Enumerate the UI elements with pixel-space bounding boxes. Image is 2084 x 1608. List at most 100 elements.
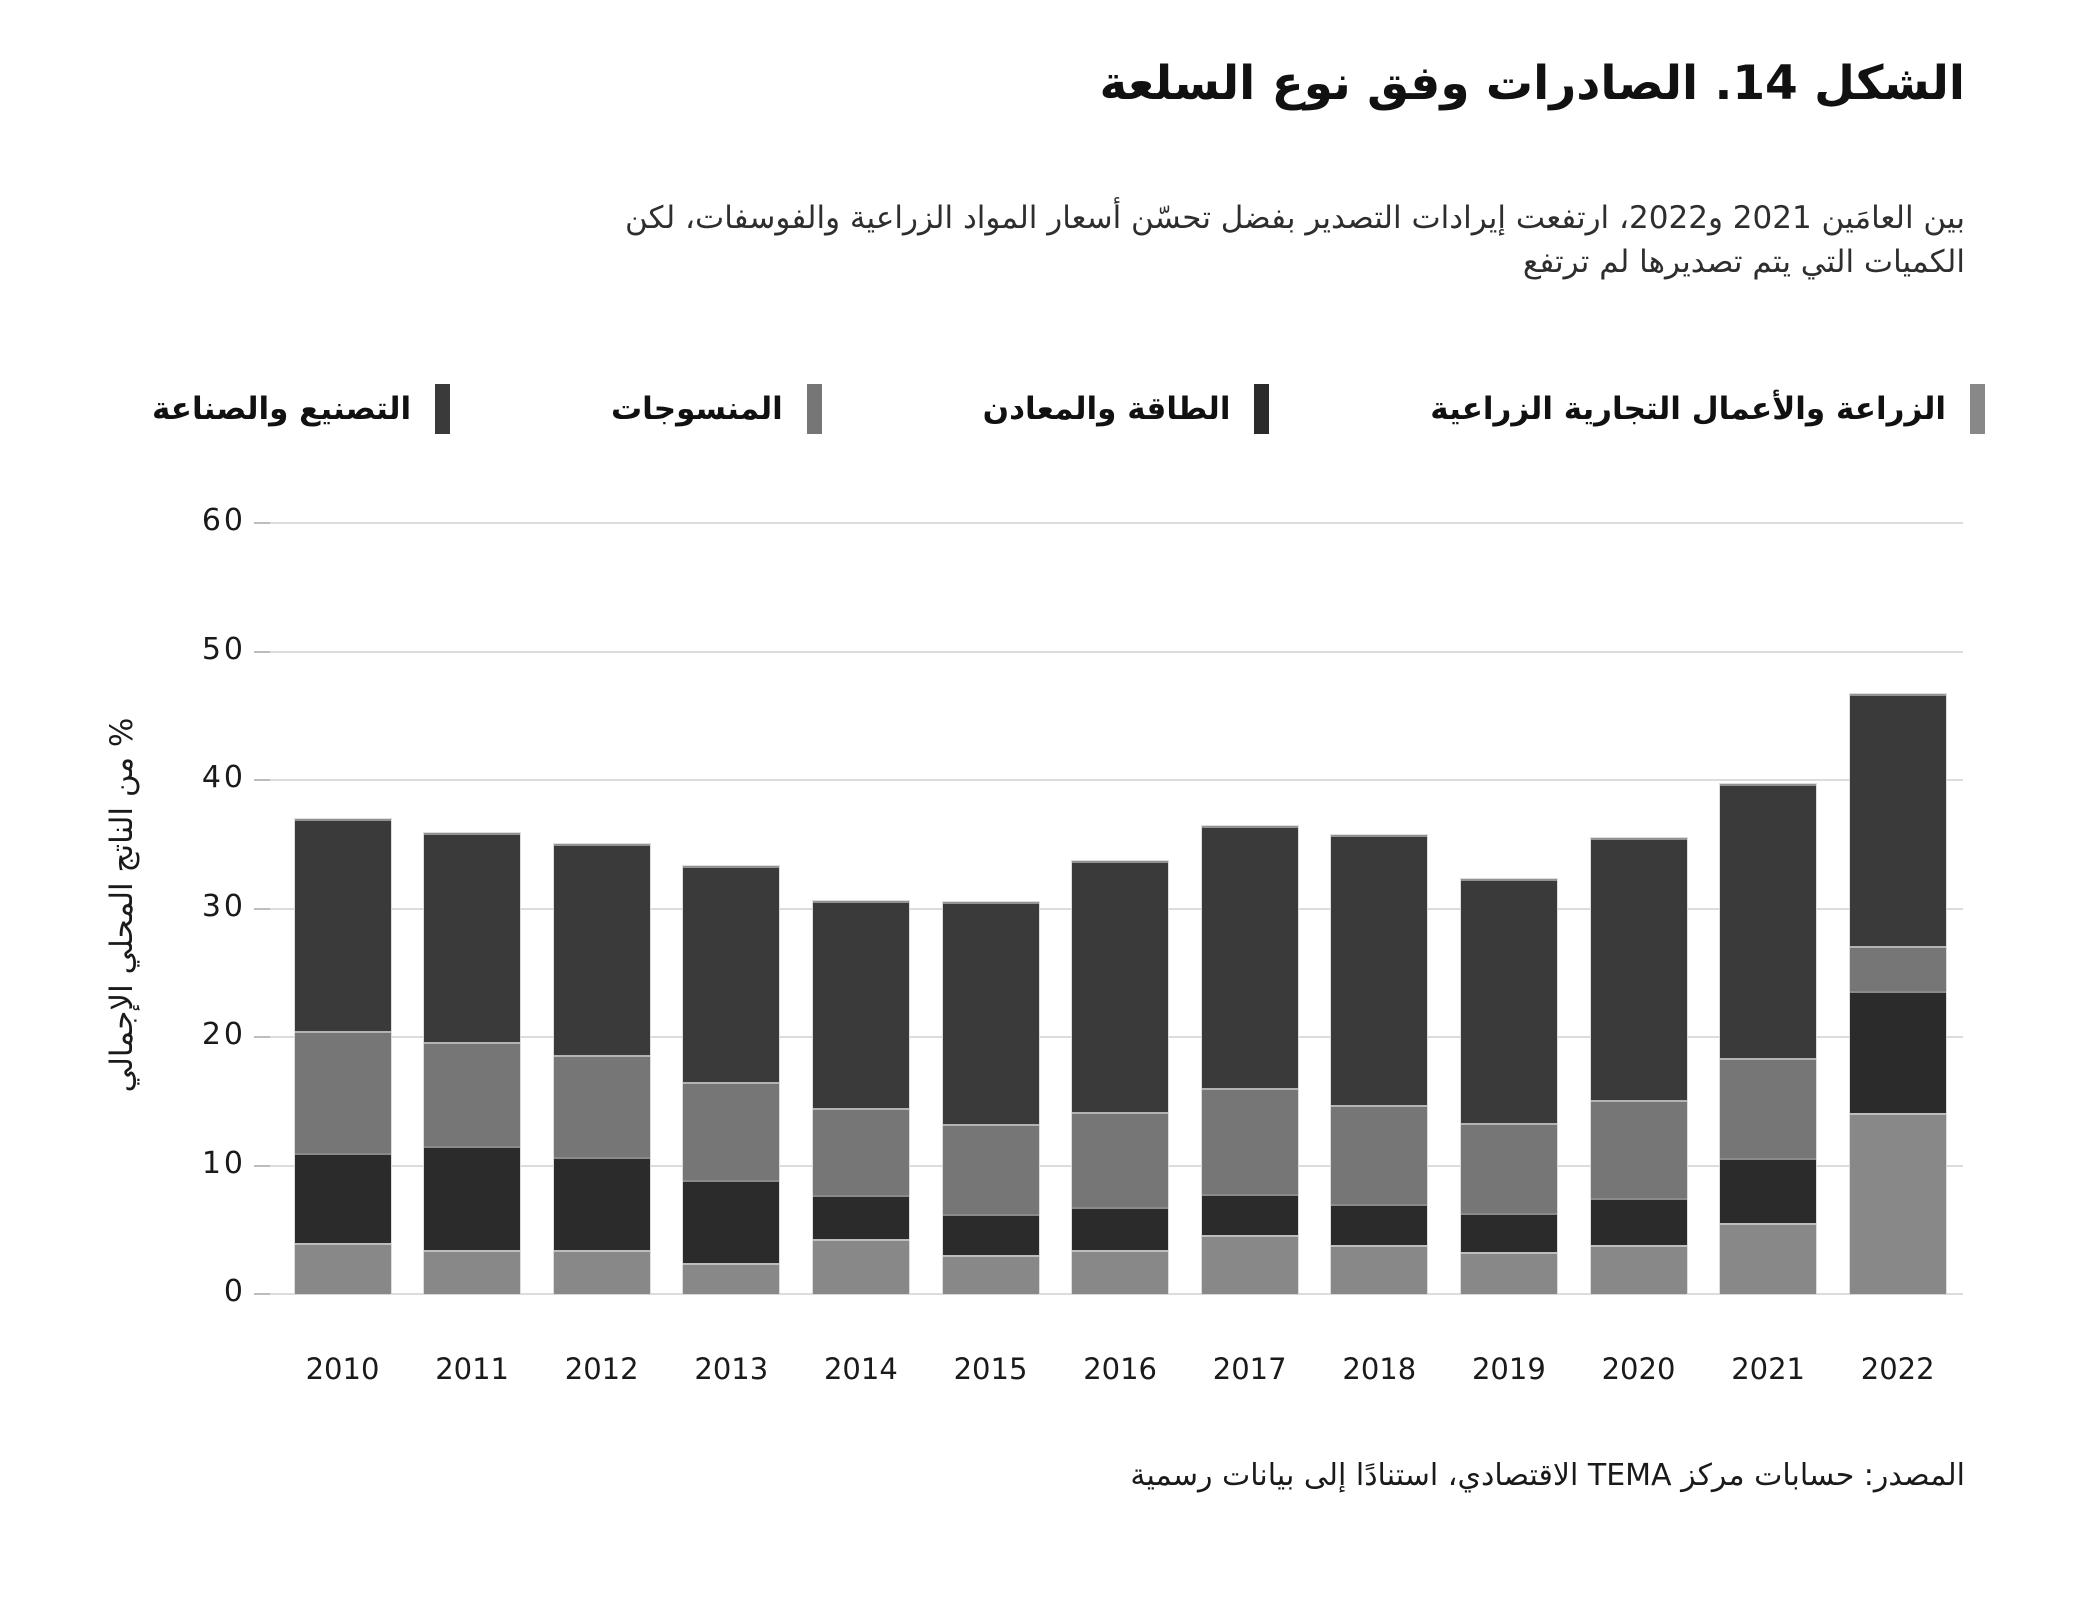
y-tick-label-50: 50 xyxy=(201,631,246,667)
x-axis-label-2012: 2012 xyxy=(564,1352,639,1386)
bar-segment-energy-minerals-2018 xyxy=(1331,1204,1428,1246)
x-axis-label-2016: 2016 xyxy=(1083,1352,1157,1386)
bar-segment-textiles-2015 xyxy=(942,1124,1039,1215)
bar-segment-manufacturing-industry-2011 xyxy=(424,832,521,1043)
gridline-60 xyxy=(270,522,1963,524)
legend-item-agriculture-agribusiness: الزراعة والأعمال التجارية الزراعية xyxy=(1430,384,1985,434)
bar-2021 xyxy=(1720,783,1817,1294)
bar-segment-textiles-2012 xyxy=(553,1055,650,1157)
legend-swatch-agriculture-agribusiness xyxy=(1970,384,1985,434)
y-tick-mark-20 xyxy=(254,1036,270,1038)
bar-segment-textiles-2016 xyxy=(1072,1111,1169,1207)
bar-segment-agriculture-agribusiness-2010 xyxy=(294,1242,391,1294)
figure-subtitle: بين العامَين 2021 و2022، ارتفعت إيرادات … xyxy=(119,196,1965,284)
legend-label-agriculture-agribusiness: الزراعة والأعمال التجارية الزراعية xyxy=(1430,391,1946,427)
bar-segment-manufacturing-industry-2015 xyxy=(942,902,1039,1125)
bar-segment-textiles-2017 xyxy=(1201,1088,1298,1194)
bar-segment-textiles-2013 xyxy=(683,1082,780,1180)
bar-segment-manufacturing-industry-2017 xyxy=(1201,826,1298,1089)
y-tick-mark-10 xyxy=(254,1164,270,1167)
legend-item-textiles: المنسوجات xyxy=(611,384,822,434)
bar-2020 xyxy=(1590,837,1687,1294)
x-axis-label-2022: 2022 xyxy=(1860,1352,1935,1386)
y-tick-mark-60 xyxy=(254,522,270,524)
legend-swatch-textiles xyxy=(806,384,822,434)
x-axis-label-2017: 2017 xyxy=(1212,1352,1287,1386)
bar-segment-textiles-2021 xyxy=(1720,1057,1817,1158)
figure-subtitle-line-1: بين العامَين 2021 و2022، ارتفعت إيرادات … xyxy=(625,200,1965,236)
bar-segment-energy-minerals-2010 xyxy=(294,1152,391,1243)
bar-2018 xyxy=(1331,835,1428,1294)
legend-item-manufacturing-industry: التصنيع والصناعة xyxy=(152,384,451,434)
x-axis-label-2015: 2015 xyxy=(953,1352,1028,1386)
bar-segment-agriculture-agribusiness-2022 xyxy=(1849,1112,1946,1294)
legend-label-textiles: المنسوجات xyxy=(610,391,783,427)
bar-2016 xyxy=(1072,860,1169,1294)
bar-segment-energy-minerals-2017 xyxy=(1201,1193,1298,1235)
bar-segment-manufacturing-industry-2010 xyxy=(294,818,391,1031)
bar-segment-energy-minerals-2014 xyxy=(812,1195,909,1239)
bar-segment-agriculture-agribusiness-2014 xyxy=(812,1238,909,1294)
bar-segment-textiles-2020 xyxy=(1590,1099,1687,1198)
y-tick-mark-30 xyxy=(254,907,270,910)
bar-segment-manufacturing-industry-2022 xyxy=(1849,693,1946,946)
bar-segment-agriculture-agribusiness-2011 xyxy=(424,1250,521,1294)
bar-segment-energy-minerals-2019 xyxy=(1460,1213,1557,1252)
bar-segment-manufacturing-industry-2021 xyxy=(1720,783,1817,1058)
bar-segment-manufacturing-industry-2018 xyxy=(1331,835,1428,1106)
bar-segment-agriculture-agribusiness-2016 xyxy=(1072,1250,1169,1294)
x-axis-label-2019: 2019 xyxy=(1471,1352,1546,1386)
bar-segment-textiles-2019 xyxy=(1460,1123,1557,1214)
gridline-40 xyxy=(270,779,1963,781)
bar-segment-agriculture-agribusiness-2015 xyxy=(942,1255,1039,1294)
bar-2014 xyxy=(812,900,909,1294)
bar-segment-textiles-2018 xyxy=(1331,1105,1428,1205)
bar-segment-agriculture-agribusiness-2020 xyxy=(1590,1245,1687,1294)
x-axis-label-2014: 2014 xyxy=(823,1352,898,1386)
x-axis-label-2013: 2013 xyxy=(694,1352,769,1386)
bar-segment-textiles-2022 xyxy=(1849,945,1946,991)
y-tick-label-10: 10 xyxy=(201,1145,246,1181)
bar-segment-agriculture-agribusiness-2012 xyxy=(553,1250,650,1294)
legend-swatch-manufacturing-industry xyxy=(435,384,451,434)
bar-2017 xyxy=(1201,826,1298,1294)
bar-segment-manufacturing-industry-2014 xyxy=(812,900,909,1108)
y-tick-mark-50 xyxy=(254,650,270,653)
bar-2010 xyxy=(294,818,391,1294)
bar-2022 xyxy=(1849,693,1946,1294)
bar-segment-energy-minerals-2022 xyxy=(1849,990,1946,1113)
chart-legend: الزراعة والأعمال التجارية الزراعية الطاقة… xyxy=(152,381,1985,437)
bar-segment-energy-minerals-2012 xyxy=(553,1156,650,1251)
bar-segment-agriculture-agribusiness-2019 xyxy=(1460,1251,1557,1294)
y-tick-label-0: 0 xyxy=(223,1274,246,1309)
legend-label-energy-minerals: الطاقة والمعادن xyxy=(982,391,1231,427)
bar-segment-textiles-2011 xyxy=(424,1042,521,1147)
legend-swatch-energy-minerals xyxy=(1254,384,1270,434)
bar-2019 xyxy=(1460,878,1557,1294)
figure-subtitle-line-2: الكميات التي يتم تصديرها لم ترتفع xyxy=(1522,244,1965,281)
bar-segment-manufacturing-industry-2016 xyxy=(1072,860,1169,1112)
source-note: المصدر: حسابات مركز TEMA الاقتصادي، استن… xyxy=(1130,1458,1965,1493)
bar-2011 xyxy=(424,832,521,1294)
legend-item-energy-minerals: الطاقة والمعادن xyxy=(983,384,1270,434)
bar-2015 xyxy=(942,902,1039,1294)
bar-segment-manufacturing-industry-2012 xyxy=(553,844,650,1056)
bar-segment-energy-minerals-2013 xyxy=(683,1179,780,1264)
bar-segment-energy-minerals-2020 xyxy=(1590,1197,1687,1246)
bar-segment-manufacturing-industry-2020 xyxy=(1590,837,1687,1100)
x-axis-label-2021: 2021 xyxy=(1731,1352,1805,1386)
x-axis-label-2010: 2010 xyxy=(305,1352,380,1386)
bar-segment-textiles-2010 xyxy=(294,1030,391,1153)
y-tick-mark-0 xyxy=(254,1293,270,1295)
y-tick-label-40: 40 xyxy=(201,760,246,795)
bar-2012 xyxy=(553,844,650,1294)
bar-2013 xyxy=(683,866,780,1294)
y-tick-label-20: 20 xyxy=(201,1017,246,1052)
gridline-0 xyxy=(270,1293,1963,1295)
bar-segment-energy-minerals-2011 xyxy=(424,1146,521,1251)
bar-segment-agriculture-agribusiness-2021 xyxy=(1720,1223,1817,1294)
bar-segment-energy-minerals-2016 xyxy=(1072,1206,1169,1251)
gridline-50 xyxy=(270,650,1963,653)
bar-segment-energy-minerals-2015 xyxy=(942,1214,1039,1256)
